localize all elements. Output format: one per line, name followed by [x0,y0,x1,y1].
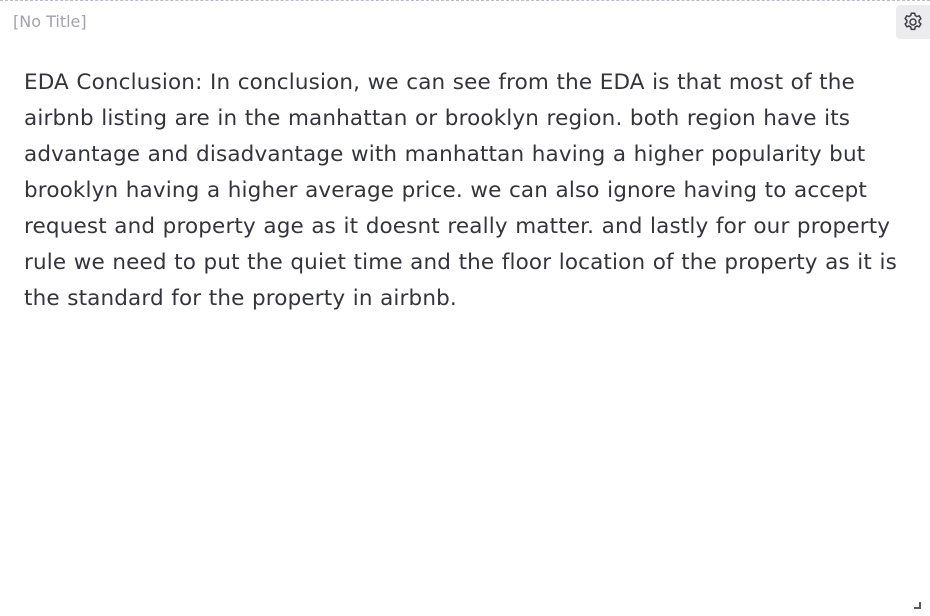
widget-body-text: EDA Conclusion: In conclusion, we can se… [24,70,897,311]
resize-handle-icon[interactable] [914,602,921,609]
gear-icon [901,10,925,34]
settings-button[interactable] [896,5,930,39]
widget-title[interactable]: [No Title] [13,12,87,31]
widget-header: [No Title] [0,1,930,41]
